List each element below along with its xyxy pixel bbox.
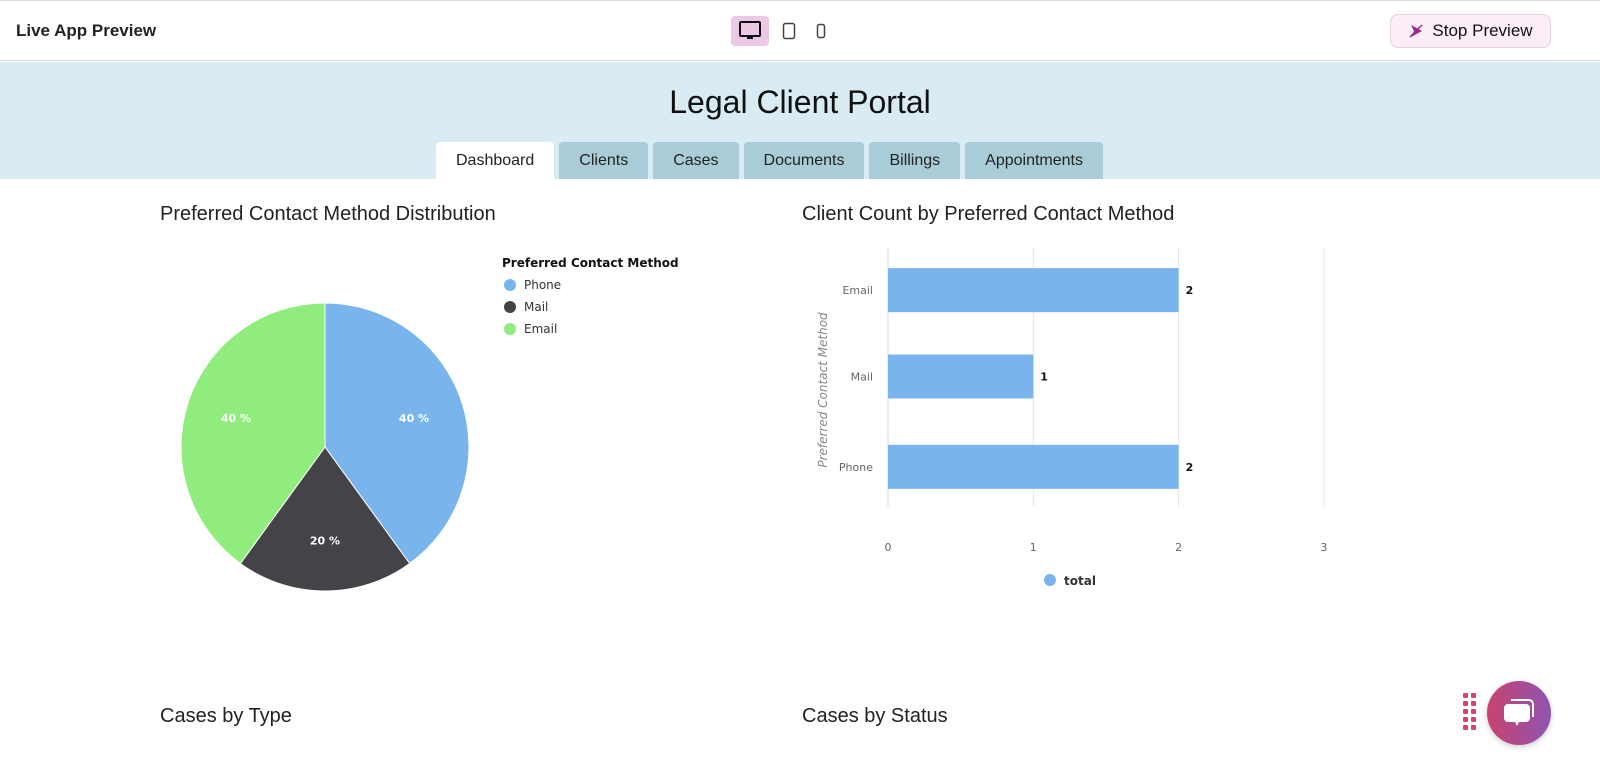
y-axis-title: Preferred Contact Method — [816, 312, 830, 468]
tablet-view-button[interactable] — [777, 16, 801, 46]
legend-item-total[interactable]: total — [1064, 574, 1096, 588]
pie-data-label: 40 % — [399, 412, 429, 425]
x-tick-label: 3 — [1320, 541, 1327, 554]
legend-marker — [504, 301, 516, 313]
portal-header: Legal Client Portal Dashboard Clients Ca… — [0, 62, 1600, 179]
tab-dashboard[interactable]: Dashboard — [436, 142, 555, 179]
bar-email[interactable] — [888, 268, 1179, 313]
bar-phone[interactable] — [888, 444, 1179, 489]
bar-chart-title: Client Count by Preferred Contact Method — [802, 203, 1175, 225]
chat-button[interactable] — [1487, 681, 1551, 745]
desktop-view-button[interactable] — [731, 16, 769, 46]
device-switcher — [731, 16, 833, 46]
stop-preview-label: Stop Preview — [1432, 21, 1533, 40]
legend-marker — [1044, 574, 1056, 586]
tab-documents[interactable]: Documents — [743, 142, 865, 179]
x-tick-label: 1 — [1030, 541, 1037, 554]
bar-mail[interactable] — [888, 354, 1034, 399]
pie-slice-phone[interactable] — [324, 302, 470, 565]
legend-item-mail[interactable]: Mail — [524, 300, 548, 314]
tablet-icon — [782, 22, 796, 40]
top-bar: Live App Preview Stop Preview — [0, 0, 1600, 61]
pie-chart-title: Preferred Contact Method Distribution — [160, 203, 496, 225]
app-title: Live App Preview — [16, 21, 157, 40]
drag-handle[interactable] — [1463, 693, 1476, 730]
bar-data-label: 2 — [1186, 461, 1194, 474]
pie-data-label: 20 % — [310, 535, 340, 548]
chat-icon — [1504, 699, 1534, 726]
bar-data-label: 2 — [1186, 284, 1194, 297]
x-tick-label: 0 — [885, 541, 892, 554]
stop-preview-icon — [1409, 24, 1423, 38]
pie-data-label: 40 % — [221, 412, 251, 425]
tab-cases[interactable]: Cases — [653, 142, 739, 179]
y-tick-label: Email — [842, 284, 873, 297]
pie-slice-mail[interactable] — [239, 446, 411, 592]
mobile-icon — [816, 23, 826, 39]
cases-by-type-title: Cases by Type — [160, 705, 292, 727]
legend-item-phone[interactable]: Phone — [524, 278, 561, 292]
page-title: Legal Client Portal — [669, 84, 931, 120]
legend-title: Preferred Contact Method — [502, 256, 679, 270]
bar-data-label: 1 — [1040, 371, 1048, 384]
stop-preview-button[interactable]: Stop Preview — [1390, 14, 1551, 48]
pie-chart: 40 % 20 % 40 % Preferred Contact Method Phon… — [180, 256, 679, 592]
y-tick-label: Phone — [839, 461, 873, 474]
legend-item-email[interactable]: Email — [524, 322, 557, 336]
pie-slice-email[interactable] — [180, 302, 326, 565]
cases-by-status-title: Cases by Status — [802, 705, 948, 727]
legend-marker — [504, 279, 516, 291]
desktop-icon — [739, 21, 761, 39]
y-tick-label: Mail — [851, 371, 873, 384]
bar-chart: 0 1 2 3 2 Email 1 Mail 2 Phone Preferred Contact M… — [816, 247, 1327, 588]
nav-tabs: Dashboard Clients Cases Documents Billin… — [436, 142, 1103, 179]
tab-clients[interactable]: Clients — [559, 142, 649, 179]
x-tick-label: 2 — [1175, 541, 1182, 554]
legend-marker — [504, 323, 516, 335]
mobile-view-button[interactable] — [809, 16, 833, 46]
tab-billings[interactable]: Billings — [869, 142, 961, 179]
tab-appointments[interactable]: Appointments — [965, 142, 1103, 179]
